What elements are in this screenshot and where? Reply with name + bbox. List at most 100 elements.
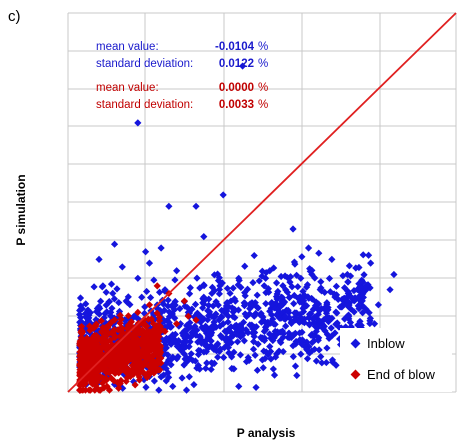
end-of-blow-point [116, 345, 125, 353]
inblow-point [205, 308, 214, 316]
inblow-point [241, 292, 249, 300]
end-of-blow-point [129, 337, 137, 345]
inblow-point [182, 331, 190, 339]
inblow-point [94, 318, 102, 326]
inblow-point [272, 353, 280, 361]
inblow-point [322, 358, 330, 367]
inblow-point [340, 294, 348, 302]
inblow-point [332, 320, 340, 328]
inblow-point [197, 339, 206, 347]
end-of-blow-point [149, 327, 157, 336]
inblow-point [233, 338, 242, 346]
inblow-point [250, 338, 258, 346]
inblow-point [171, 297, 179, 306]
end-of-blow-point [106, 349, 114, 357]
end-of-blow-point [76, 386, 84, 394]
inblow-point [225, 338, 233, 346]
end-of-blow-point [76, 360, 84, 368]
inblow-point [286, 278, 294, 286]
inblow-point [161, 323, 169, 331]
inblow-point [266, 267, 274, 275]
inblow-point [293, 371, 301, 380]
end-of-blow-point [84, 340, 92, 348]
inblow-point [261, 323, 270, 331]
end-of-blow-point [137, 359, 145, 367]
end-of-blow-point [81, 380, 89, 388]
inblow-point [249, 345, 258, 353]
end-of-blow-point [116, 332, 124, 341]
end-of-blow-point [150, 369, 158, 377]
inblow-point [303, 346, 311, 354]
end-of-blow-point [117, 325, 125, 333]
end-of-blow-point [126, 344, 134, 352]
inblow-point [344, 278, 352, 286]
inblow-point [164, 369, 172, 377]
inblow-point [328, 255, 336, 263]
inblow-point [287, 333, 296, 341]
end-of-blow-point [134, 370, 142, 378]
inblow-point [266, 319, 274, 327]
end-of-blow-point [121, 337, 129, 345]
end-of-blow-point [105, 321, 113, 329]
inblow-point [300, 303, 308, 312]
end-of-blow-point [125, 353, 133, 361]
inblow-point [281, 312, 289, 320]
inblow-point [241, 310, 249, 318]
inblow-point [276, 337, 284, 345]
inblow-point [173, 267, 181, 275]
inblow-point [274, 287, 282, 296]
inblow-point [246, 305, 254, 313]
inblow-point [362, 281, 371, 290]
inblow-point [341, 315, 349, 323]
end-of-blow-point [132, 358, 140, 367]
inblow-point [178, 374, 186, 382]
inblow-point [215, 290, 224, 298]
inblow-point [165, 373, 173, 382]
inblow-point [253, 291, 261, 299]
inblow-point [86, 308, 94, 317]
inblow-point [289, 331, 297, 339]
inblow-point [138, 293, 146, 301]
inblow-point [234, 281, 242, 289]
inblow-point [332, 361, 340, 369]
inblow-point [165, 308, 173, 316]
inblow-point [315, 249, 323, 257]
inblow-point [272, 293, 281, 301]
inblow-point [223, 284, 232, 293]
inblow-point [293, 271, 301, 279]
end-of-blow-point [130, 335, 138, 343]
inblow-point [250, 323, 259, 331]
inblow-point [290, 300, 298, 308]
inblow-point [171, 330, 179, 338]
inblow-point [145, 259, 154, 267]
end-of-blow-point [97, 317, 105, 325]
inblow-point [186, 284, 194, 292]
inblow-point [192, 331, 200, 339]
inblow-point [160, 317, 168, 325]
end-of-blow-point [76, 348, 84, 356]
end-of-blow-point [85, 349, 94, 357]
inblow-point [205, 301, 213, 309]
inblow-point [346, 305, 355, 313]
inblow-point [325, 274, 334, 283]
end-of-blow-point [184, 312, 192, 320]
inblow-point [254, 304, 262, 312]
inblow-point [269, 365, 277, 373]
inblow-point [291, 309, 299, 317]
end-of-blow-point [154, 366, 162, 374]
inblow-point [193, 364, 201, 372]
inblow-point [318, 359, 326, 367]
inblow-point [130, 312, 138, 320]
end-of-blow-point [77, 368, 85, 376]
inblow-point [258, 272, 266, 280]
inblow-point [183, 325, 191, 334]
end-of-blow-point [93, 332, 101, 340]
end-of-blow-point [154, 353, 163, 361]
inblow-point [356, 292, 364, 300]
inblow-point [245, 356, 253, 365]
inblow-point [219, 320, 227, 328]
end-of-blow-point [148, 353, 156, 361]
inblow-point [191, 300, 200, 308]
y-axis-label: P simulation [14, 174, 28, 246]
end-of-blow-point [154, 342, 162, 350]
